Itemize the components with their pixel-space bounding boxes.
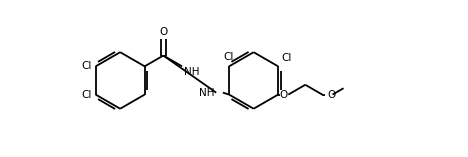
Text: Cl: Cl — [81, 90, 92, 100]
Text: NH: NH — [184, 67, 199, 77]
Text: Cl: Cl — [223, 52, 234, 62]
Text: O: O — [327, 90, 335, 100]
Text: Cl: Cl — [81, 61, 92, 71]
Text: O: O — [159, 27, 168, 38]
Text: Cl: Cl — [281, 53, 292, 63]
Text: O: O — [280, 90, 288, 100]
Text: NH: NH — [199, 88, 214, 98]
